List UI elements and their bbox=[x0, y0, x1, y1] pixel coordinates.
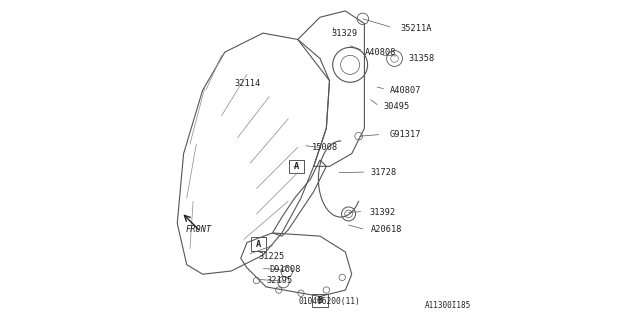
Text: 31728: 31728 bbox=[371, 168, 397, 177]
Text: A: A bbox=[294, 162, 299, 171]
Text: D91608: D91608 bbox=[269, 265, 301, 274]
Text: 15008: 15008 bbox=[312, 143, 339, 152]
Text: 31329: 31329 bbox=[331, 28, 357, 38]
Text: G91317: G91317 bbox=[390, 130, 421, 139]
Text: 31392: 31392 bbox=[369, 208, 396, 217]
Text: 35211A: 35211A bbox=[401, 24, 433, 33]
Text: A40808: A40808 bbox=[364, 48, 396, 57]
Text: A20618: A20618 bbox=[371, 225, 403, 234]
Text: 010406200(11): 010406200(11) bbox=[299, 297, 360, 306]
Text: 30495: 30495 bbox=[383, 101, 410, 111]
Text: A40807: A40807 bbox=[390, 86, 421, 95]
Text: FRONT: FRONT bbox=[186, 225, 212, 234]
Text: 31225: 31225 bbox=[258, 252, 284, 261]
Text: 31358: 31358 bbox=[409, 54, 435, 63]
Text: 32195: 32195 bbox=[266, 276, 292, 285]
Text: A11300I185: A11300I185 bbox=[424, 301, 470, 310]
Text: A: A bbox=[255, 240, 260, 249]
Text: 32114: 32114 bbox=[234, 79, 260, 88]
Text: B: B bbox=[317, 296, 323, 305]
